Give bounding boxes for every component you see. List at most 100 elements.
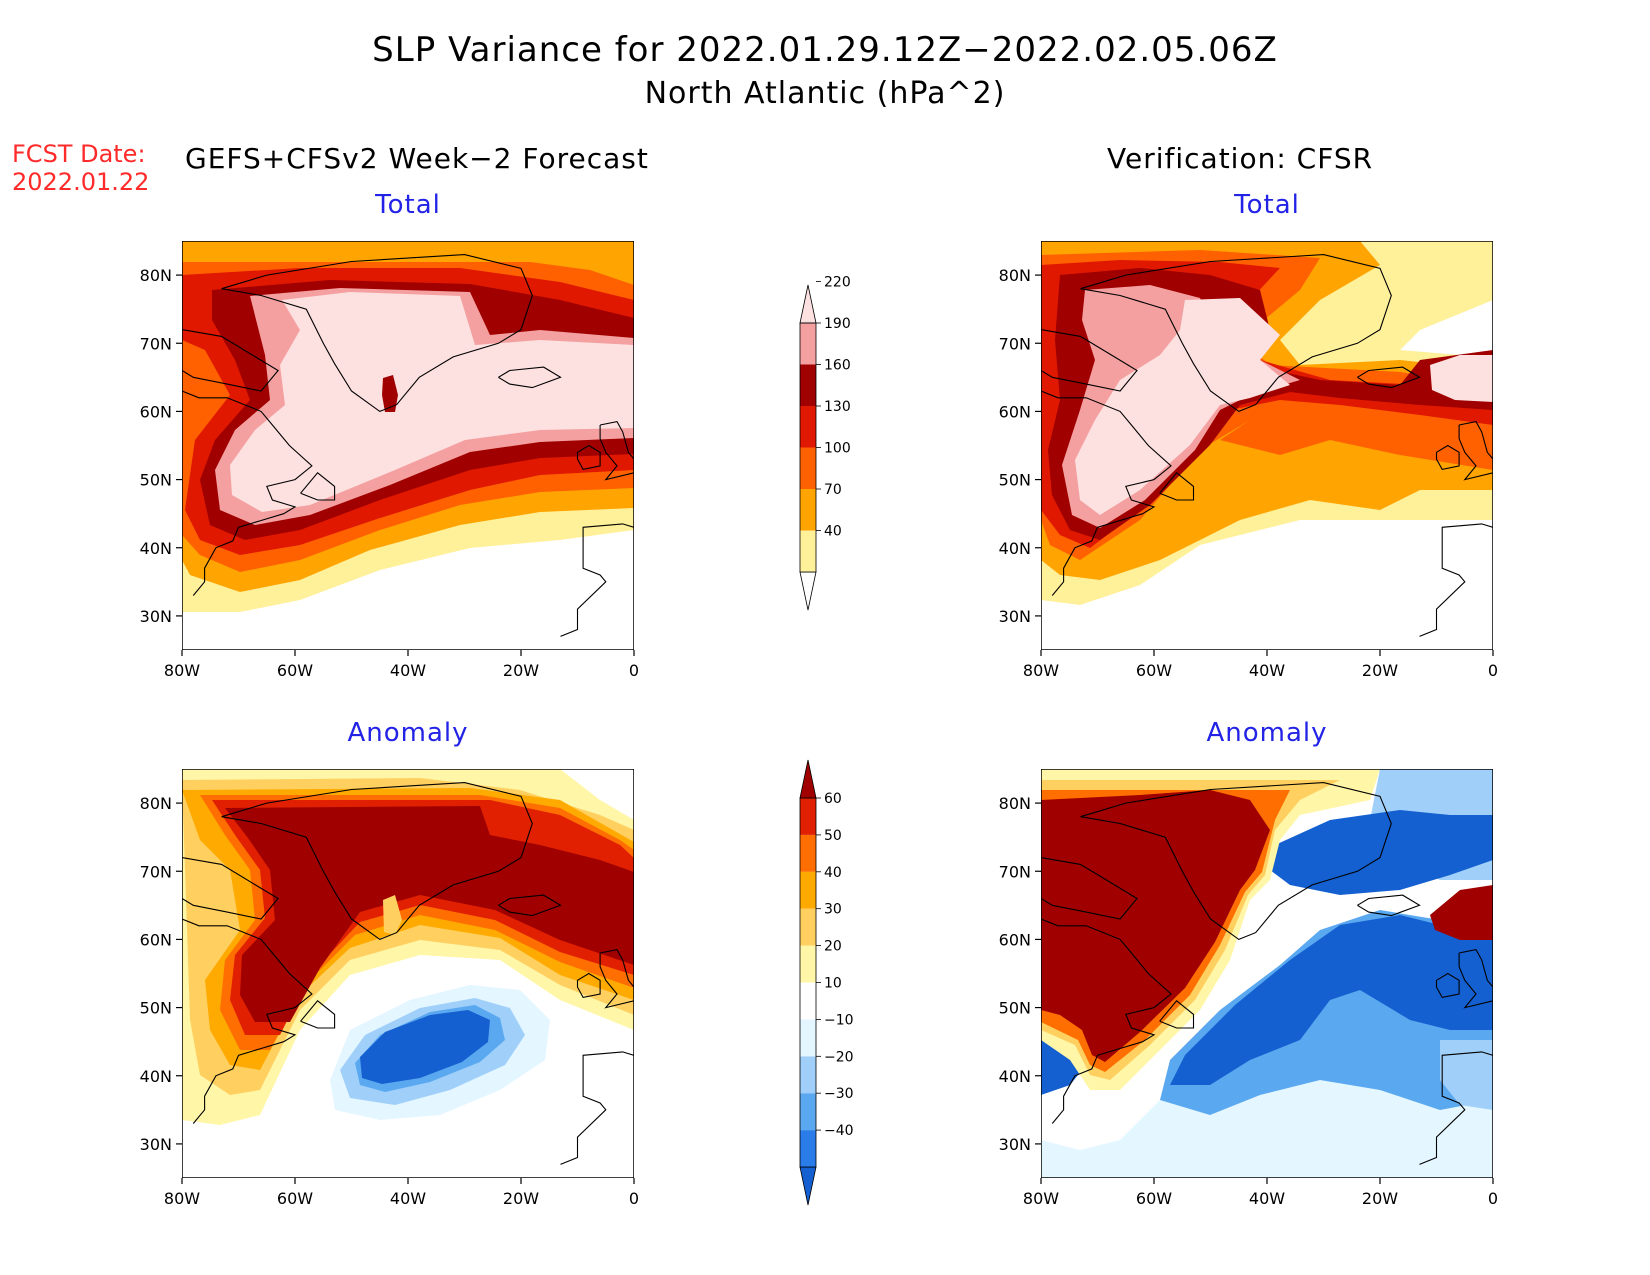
lon-tick-label: 40W — [390, 1189, 426, 1208]
coastline — [691, 803, 748, 823]
contour-neg40 — [360, 1010, 490, 1084]
forecast-date-label: FCST Date: — [12, 140, 146, 168]
coastline — [1550, 803, 1607, 823]
chart-subtitle: North Atlantic (hPa^2) — [644, 76, 1006, 111]
panel-title-verification-anomaly: Anomaly — [1206, 718, 1328, 748]
lon-tick-label: 60W — [277, 1189, 313, 1208]
colorbar-label: 220 — [824, 275, 851, 291]
lon-tick-label: 20W — [503, 661, 539, 680]
coastline — [576, 972, 601, 999]
colorbar-label: 100 — [824, 441, 851, 457]
lon-tick-label: 80W — [164, 1189, 200, 1208]
lon-tick-label: 0 — [1488, 661, 1498, 680]
lon-tick-label: 0 — [629, 1189, 639, 1208]
colorbar-label: −20 — [824, 1049, 854, 1065]
lat-tick-label: 30N — [999, 1135, 1031, 1154]
contour-neg40-band — [1170, 915, 1493, 1085]
column-header-forecast: GEFS+CFSv2 Week−2 Forecast — [185, 142, 649, 175]
coastline — [1041, 390, 1172, 596]
lat-tick-label: 80N — [140, 266, 172, 285]
coastline — [1159, 472, 1195, 501]
colorbar-label: −30 — [824, 1086, 854, 1102]
map-forecast-total — [182, 241, 634, 650]
coastline — [1419, 1051, 1493, 1165]
lat-tick-label: 30N — [140, 607, 172, 626]
forecast-date-value: 2022.01.22 — [12, 168, 150, 196]
coastlines — [182, 254, 1607, 1165]
axis-labels: 30N 40N 50N 60N 70N 80N 80W 60W 40W 20W 0 30N 40N 50N… — [140, 266, 1498, 1208]
lat-tick-label: 80N — [140, 794, 172, 813]
coastline — [221, 782, 533, 941]
lat-tick-label: 60N — [140, 402, 172, 421]
lat-tick-label: 40N — [140, 1067, 172, 1086]
contour-220 — [230, 292, 634, 512]
coastline — [1419, 523, 1493, 637]
lat-tick-label: 30N — [140, 1135, 172, 1154]
contour-220-east — [1430, 355, 1493, 402]
lat-tick-label: 80N — [999, 794, 1031, 813]
lon-tick-label: 60W — [1136, 661, 1172, 680]
lat-tick-label: 50N — [140, 471, 172, 490]
lon-tick-label: 40W — [1249, 661, 1285, 680]
colorbar-label: 130 — [824, 399, 851, 415]
colorbar-label: 50 — [824, 828, 842, 844]
coastline — [182, 918, 313, 1124]
contour-220 — [1075, 298, 1290, 515]
coastline — [1080, 254, 1392, 413]
colorbar-label: −10 — [824, 1012, 854, 1028]
coastline — [182, 329, 279, 392]
coastline — [498, 894, 562, 917]
lat-tick-label: 40N — [999, 539, 1031, 558]
lat-tick-label: 50N — [999, 471, 1031, 490]
colorbar-label: 60 — [824, 791, 842, 807]
coastline — [1041, 918, 1172, 1124]
lat-tick-label: 50N — [999, 999, 1031, 1018]
coastline — [1041, 857, 1138, 920]
colorbar-label: 160 — [824, 358, 851, 374]
colorbar-anomaly: −40 −30 −20 −10 10 20 30 40 50 60 — [799, 759, 854, 1206]
colorbar-label: 40 — [824, 524, 842, 540]
lon-tick-label: 0 — [1488, 1189, 1498, 1208]
coastline — [1458, 948, 1493, 1009]
chart-title: SLP Variance for 2022.01.29.12Z−2022.02.… — [372, 30, 1278, 70]
coastline — [1458, 420, 1493, 481]
coastline — [1159, 1000, 1195, 1029]
contour-pos60-east — [1430, 885, 1493, 940]
lat-tick-label: 70N — [999, 334, 1031, 353]
lon-tick-label: 20W — [1362, 1189, 1398, 1208]
map-verification-anomaly — [1041, 769, 1493, 1178]
lat-tick-label: 80N — [999, 266, 1031, 285]
lat-tick-label: 60N — [140, 930, 172, 949]
coastline — [182, 857, 279, 920]
coastline — [599, 948, 634, 1009]
lon-tick-label: 80W — [164, 661, 200, 680]
contour-pos60 — [1041, 790, 1270, 1062]
coastline — [1435, 972, 1460, 999]
lon-tick-label: 60W — [277, 661, 313, 680]
lat-tick-label: 70N — [140, 334, 172, 353]
coastline — [300, 1000, 336, 1029]
lat-tick-label: 30N — [999, 607, 1031, 626]
lon-tick-label: 60W — [1136, 1189, 1172, 1208]
colorbar-label: 10 — [824, 976, 842, 992]
contour-pos20-notch — [383, 895, 402, 935]
coastline — [560, 523, 634, 637]
lon-tick-label: 0 — [629, 661, 639, 680]
lon-tick-label: 40W — [390, 661, 426, 680]
colorbar-label: −40 — [824, 1123, 854, 1139]
lat-tick-label: 40N — [999, 1067, 1031, 1086]
colorbar-label: 40 — [824, 865, 842, 881]
coastline — [560, 1051, 634, 1165]
contour-pos60 — [225, 806, 634, 1022]
panel-title-verification-total: Total — [1234, 190, 1300, 220]
max-spot — [382, 375, 398, 412]
colorbar-label: 190 — [824, 316, 851, 332]
coastline — [182, 390, 313, 596]
coastline — [498, 366, 562, 389]
coastline — [1041, 329, 1138, 392]
lat-tick-label: 60N — [999, 402, 1031, 421]
contour-neg-east — [1440, 1040, 1493, 1110]
panel-title-forecast-anomaly: Anomaly — [347, 718, 469, 748]
lat-tick-label: 40N — [140, 539, 172, 558]
